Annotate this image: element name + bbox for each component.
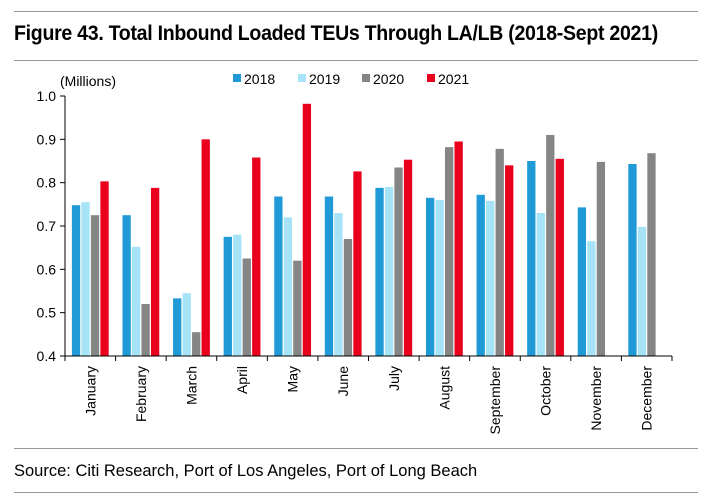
bar-2019-june bbox=[334, 213, 343, 356]
bar-2019-april bbox=[233, 234, 242, 356]
bar-2021-june bbox=[353, 171, 362, 356]
legend-swatch-2018 bbox=[233, 74, 241, 82]
x-tick-label: November bbox=[588, 366, 604, 431]
bar-2021-february bbox=[150, 187, 160, 356]
legend-label-2020: 2020 bbox=[373, 71, 404, 87]
x-tick-label: April bbox=[234, 366, 250, 394]
x-tick-label: January bbox=[82, 366, 98, 416]
bar-2019-may bbox=[283, 217, 293, 356]
bar-2018-october bbox=[527, 161, 536, 356]
x-tick-label: December bbox=[639, 366, 655, 431]
bar-2021-march bbox=[201, 139, 210, 356]
y-tick-label: 0.6 bbox=[37, 261, 57, 277]
bar-chart: (Millions) 2018 2019 2020 2021 0.4 0.5 0.6 0.7… bbox=[37, 71, 673, 435]
x-tick-label: September bbox=[487, 366, 503, 435]
bar-2019-september bbox=[486, 200, 495, 356]
bar-2020-june bbox=[343, 239, 353, 356]
x-tick-label: March bbox=[183, 366, 199, 405]
bar-2019-october bbox=[536, 213, 545, 356]
bar-2021-august bbox=[454, 141, 463, 356]
y-tick-label: 0.7 bbox=[37, 218, 57, 234]
bar-2020-april bbox=[242, 258, 251, 356]
top-rule bbox=[14, 11, 698, 12]
bar-2021-april bbox=[252, 157, 261, 356]
bar-2020-february bbox=[141, 304, 150, 356]
end-rule bbox=[14, 492, 698, 493]
bar-2021-october bbox=[555, 158, 564, 356]
bar-2020-december bbox=[647, 153, 656, 356]
bar-2019-november bbox=[587, 241, 596, 356]
y-tick-label: 0.5 bbox=[37, 305, 57, 321]
y-tick-label: 0.4 bbox=[37, 348, 57, 364]
bar-2018-september bbox=[476, 194, 485, 356]
bar-2018-march bbox=[173, 298, 182, 356]
y-tick-label: 1.0 bbox=[37, 88, 57, 104]
bar-2018-january bbox=[71, 205, 81, 356]
legend-label-2019: 2019 bbox=[309, 71, 340, 87]
bar-2021-july bbox=[403, 159, 413, 356]
bar-2021-may bbox=[302, 103, 312, 356]
legend: 2018 2019 2020 2021 bbox=[233, 71, 469, 87]
bar-2018-june bbox=[324, 196, 334, 356]
legend-label-2021: 2021 bbox=[438, 71, 469, 87]
legend-label-2018: 2018 bbox=[244, 71, 275, 87]
source-note: Source: Citi Research, Port of Los Angel… bbox=[14, 462, 478, 480]
bottom-rule bbox=[14, 448, 698, 449]
legend-swatch-2020 bbox=[362, 74, 370, 82]
bar-2019-july bbox=[384, 187, 394, 356]
bar-2018-august bbox=[425, 197, 435, 356]
x-tick-label: October bbox=[538, 366, 554, 416]
bar-2020-january bbox=[90, 215, 100, 356]
bar-2020-september bbox=[495, 148, 504, 356]
legend-swatch-2019 bbox=[298, 74, 306, 82]
bar-2019-august bbox=[435, 200, 444, 356]
y-tick-label: 0.9 bbox=[37, 131, 57, 147]
bar-2019-march bbox=[182, 293, 191, 356]
bar-2020-october bbox=[546, 135, 555, 356]
title-rule bbox=[14, 60, 698, 61]
x-tick-label: May bbox=[285, 366, 301, 392]
bar-2020-august bbox=[444, 147, 454, 356]
x-tick-label: February bbox=[133, 366, 149, 422]
bar-2018-february bbox=[122, 215, 131, 356]
x-tick-label: June bbox=[335, 366, 351, 397]
bar-2018-december bbox=[628, 164, 637, 356]
legend-swatch-2021 bbox=[427, 74, 435, 82]
chart-title: Figure 43. Total Inbound Loaded TEUs Thr… bbox=[14, 22, 658, 45]
bar-2018-november bbox=[577, 207, 587, 356]
bar-2020-july bbox=[394, 167, 403, 356]
y-tick-label: 0.8 bbox=[37, 175, 57, 191]
bars bbox=[71, 103, 656, 356]
bar-2019-february bbox=[131, 246, 141, 356]
bar-2020-november bbox=[596, 161, 606, 356]
bar-2019-december bbox=[637, 226, 647, 356]
bar-2019-january bbox=[81, 202, 90, 356]
bar-2018-july bbox=[375, 187, 384, 356]
bar-2021-september bbox=[505, 165, 514, 356]
bar-2020-march bbox=[192, 332, 201, 356]
bar-2020-may bbox=[293, 260, 302, 356]
x-tick-label: July bbox=[386, 366, 402, 391]
bar-2021-january bbox=[100, 181, 109, 356]
bar-2018-may bbox=[274, 196, 283, 356]
x-tick-label: August bbox=[436, 366, 452, 410]
axes: 0.4 0.5 0.6 0.7 0.8 0.9 1.0 January February Marc… bbox=[37, 88, 673, 435]
y-unit-label: (Millions) bbox=[60, 73, 116, 89]
bar-2018-april bbox=[223, 236, 232, 356]
